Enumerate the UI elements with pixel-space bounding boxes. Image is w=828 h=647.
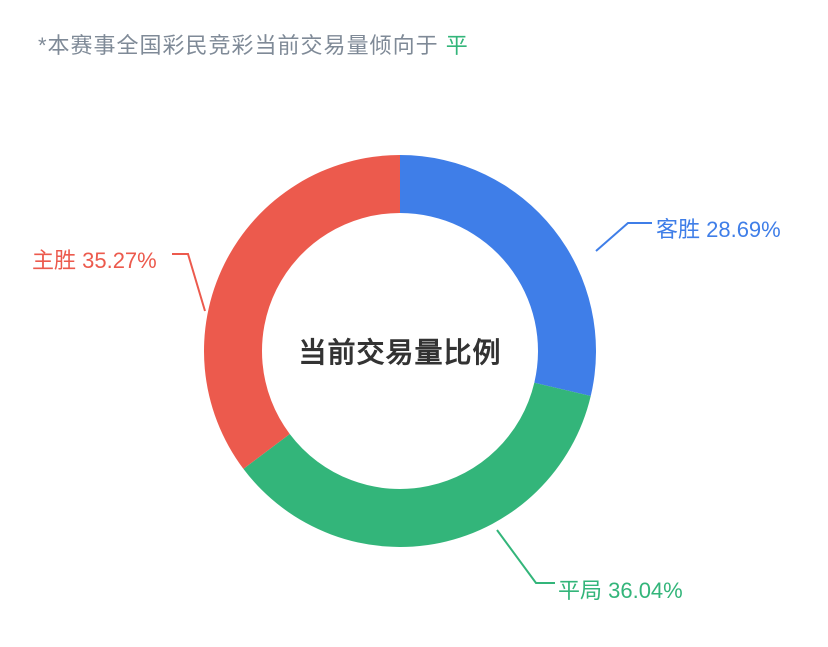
leader-away_win bbox=[596, 223, 652, 251]
slice-away_win bbox=[400, 155, 596, 396]
leader-home_win bbox=[172, 254, 205, 311]
label-home_win: 主胜 35.27% bbox=[32, 243, 157, 275]
slice-home_win bbox=[204, 155, 400, 469]
slice-draw bbox=[243, 383, 590, 547]
label-away_win: 客胜 28.69% bbox=[656, 212, 781, 244]
label-draw: 平局 36.04% bbox=[558, 573, 683, 605]
donut-chart: 当前交易量比例 客胜 28.69%平局 36.04%主胜 35.27% bbox=[0, 0, 828, 647]
donut-svg bbox=[204, 155, 596, 547]
